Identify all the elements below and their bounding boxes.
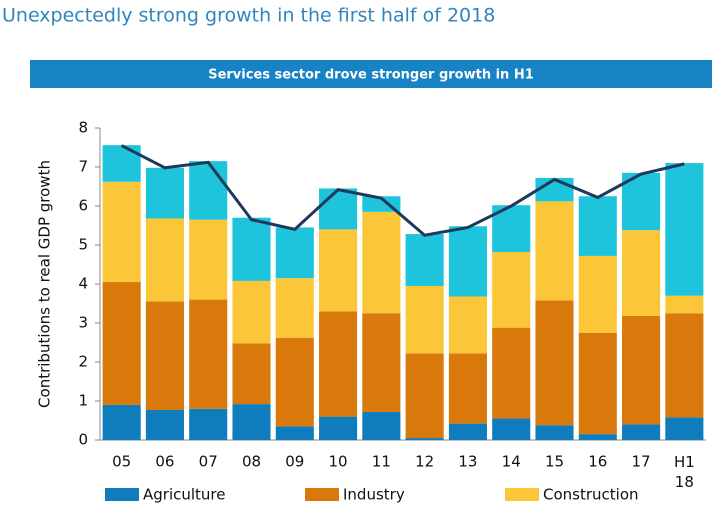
bar-segment (535, 201, 574, 301)
bar-segment (275, 278, 314, 338)
y-tick-label: 7 (78, 158, 88, 176)
bar-segment (319, 416, 358, 440)
x-tick-label: 15 (545, 453, 564, 471)
bar-segment (362, 211, 401, 314)
x-tick-label: 05 (112, 453, 131, 471)
legend-label: Construction (543, 486, 639, 504)
x-tick-label: 13 (458, 453, 477, 471)
legend-swatch (105, 488, 139, 501)
bar-segment (578, 196, 617, 256)
bar-segment (232, 404, 271, 440)
bar-segment (232, 217, 271, 281)
bar-segment (665, 417, 704, 440)
bar-segment (448, 423, 487, 440)
total-line (120, 144, 685, 237)
bar-segment (145, 218, 184, 302)
bar-segment (622, 230, 661, 316)
bar-segment (319, 311, 358, 417)
bar-segment (578, 332, 617, 435)
bar-segment (535, 300, 574, 426)
y-tick-label: 4 (78, 275, 88, 293)
bar-segment (102, 145, 141, 182)
x-tick-label: 08 (242, 453, 261, 471)
bar-segment (102, 404, 141, 440)
bar-segment (102, 282, 141, 405)
y-axis-label: Contributions to real GDP growth (36, 160, 54, 408)
bar-segment (405, 285, 444, 354)
x-tick-label: 09 (285, 453, 304, 471)
bar-segment (492, 252, 531, 328)
bar-segment (319, 229, 358, 312)
bar-segment (145, 167, 184, 219)
bar-segment (448, 226, 487, 297)
legend-swatch (305, 488, 339, 501)
bar-segment (665, 295, 704, 314)
bar-segment (448, 353, 487, 424)
bar-segment (275, 227, 314, 279)
legend-label: Industry (343, 486, 405, 504)
bar-segment (189, 219, 228, 300)
y-tick-label: 8 (78, 119, 88, 137)
chart-title: Unexpectedly strong growth in the first … (2, 5, 495, 27)
bar-segment (535, 425, 574, 440)
y-tick-label: 6 (78, 197, 88, 215)
x-tick-label: 06 (155, 453, 174, 471)
bar-segment (665, 313, 704, 418)
bar-segment (535, 177, 574, 202)
bar-segment (362, 411, 401, 440)
bar-segment (275, 337, 314, 427)
y-tick-label: 2 (78, 353, 88, 371)
bar-segment (232, 280, 271, 344)
bar-segment (665, 163, 704, 296)
x-tick-label: 07 (199, 453, 218, 471)
bar-segment (362, 313, 401, 412)
y-tick-label: 3 (78, 314, 88, 332)
legend-label: Agriculture (143, 486, 226, 504)
bar-segment (405, 353, 444, 439)
chart-subtitle: Services sector drove stronger growth in… (208, 68, 534, 83)
x-tick-label: 17 (632, 453, 651, 471)
bar-segment (492, 418, 531, 440)
bar-segment (189, 161, 228, 220)
bar-segment (622, 424, 661, 440)
x-tick-label: 16 (588, 453, 607, 471)
x-tick-label: 11 (372, 453, 391, 471)
bar-segment (405, 234, 444, 286)
subtitle-banner (30, 60, 712, 88)
x-tick-label: H1 18 (674, 453, 695, 491)
legend-swatch (505, 488, 539, 501)
bar-segment (189, 408, 228, 440)
bar-segment (319, 188, 358, 230)
bar-segment (405, 438, 444, 440)
bar-segment (448, 296, 487, 354)
bar-segment (145, 409, 184, 440)
bar-segment (232, 343, 271, 405)
y-tick-label: 0 (78, 431, 88, 449)
x-tick-label: 12 (415, 453, 434, 471)
x-tick-label: 14 (502, 453, 521, 471)
y-tick-label: 1 (78, 392, 88, 410)
y-tick-label: 5 (78, 236, 88, 254)
x-tick-label: 10 (329, 453, 348, 471)
bar-segment (622, 315, 661, 425)
bar-segment (189, 299, 228, 409)
bar-segment (578, 255, 617, 333)
bar-segment (275, 426, 314, 440)
bar-segment (145, 301, 184, 410)
bar-segment (492, 327, 531, 419)
bar-segment (102, 181, 141, 283)
bar-segment (578, 434, 617, 440)
